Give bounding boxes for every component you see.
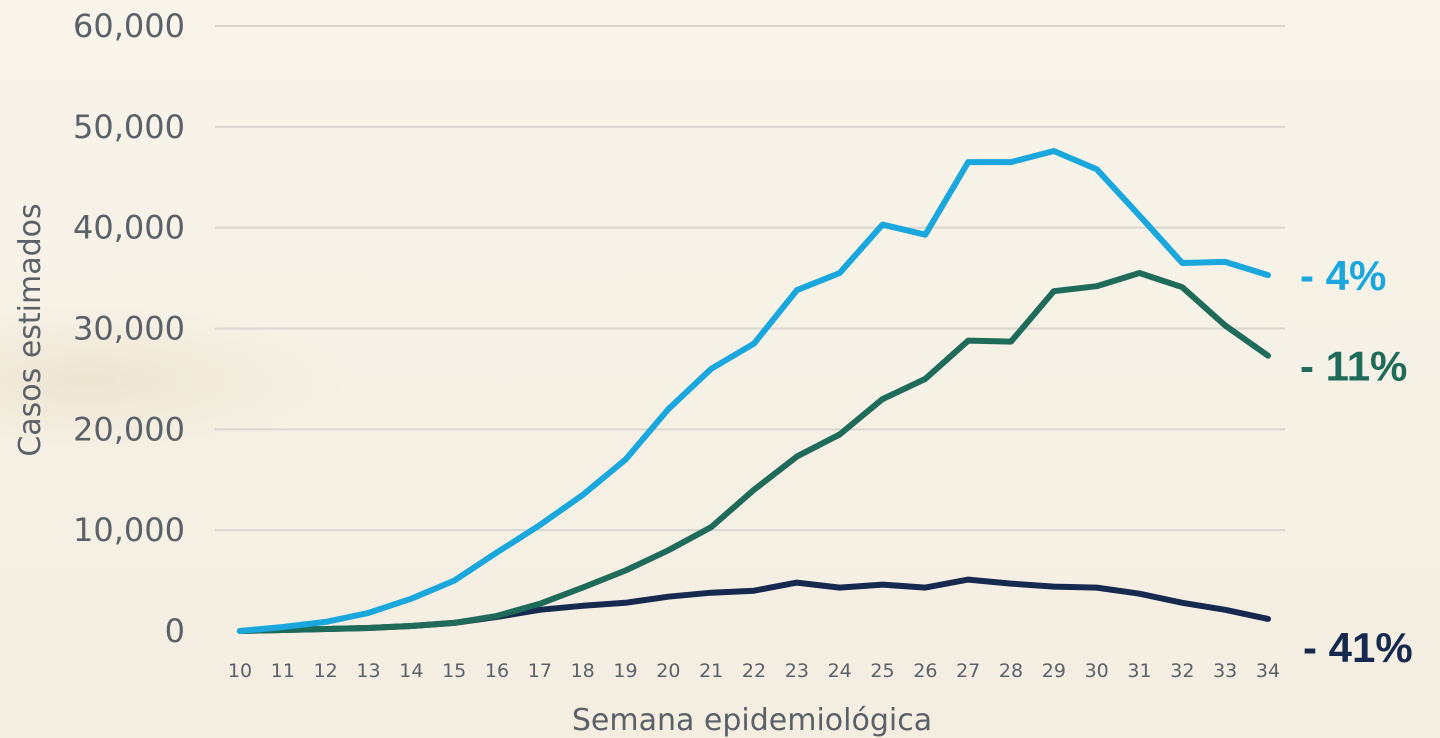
y-axis-ticks: 0 10,000 20,000 30,000 40,000 50,000 60,000 [73, 7, 185, 650]
x-tick-label: 24 [828, 660, 852, 682]
x-tick-label: 30 [1085, 660, 1109, 682]
x-tick-label: 18 [571, 660, 595, 682]
series-end-label-3: - 41% [1303, 624, 1413, 671]
x-tick-label: 22 [742, 660, 766, 682]
series-end-label-1: - 4% [1300, 252, 1386, 299]
x-tick-label: 21 [699, 660, 723, 682]
x-tick-label: 33 [1213, 660, 1237, 682]
series-end-label-2: - 11% [1300, 343, 1407, 390]
y-tick-label: 0 [165, 612, 185, 650]
x-tick-label: 10 [228, 660, 252, 682]
x-tick-label: 11 [271, 660, 295, 682]
x-tick-label: 29 [1042, 660, 1066, 682]
y-tick-label: 60,000 [73, 7, 185, 45]
y-tick-label: 50,000 [73, 108, 185, 146]
x-tick-label: 16 [485, 660, 509, 682]
series-line-2 [237, 270, 1271, 634]
x-tick-label: 15 [442, 660, 466, 682]
x-tick-label: 32 [1170, 660, 1194, 682]
x-axis-ticks: 10 11 12 13 14 15 16 17 18 19 20 21 22 23 24 25 26 27 28 29… [228, 660, 1280, 682]
x-tick-label: 13 [356, 660, 380, 682]
x-tick-label: 28 [999, 660, 1023, 682]
x-tick-label: 27 [956, 660, 980, 682]
x-tick-label: 20 [656, 660, 680, 682]
x-tick-label: 12 [314, 660, 338, 682]
y-tick-label: 40,000 [73, 209, 185, 247]
x-tick-label: 19 [613, 660, 637, 682]
series-layer [237, 148, 1271, 634]
x-tick-label: 17 [528, 660, 552, 682]
x-tick-label: 14 [399, 660, 423, 682]
y-tick-label: 30,000 [73, 310, 185, 348]
end-labels: - 4% - 11% - 41% [1300, 252, 1413, 671]
y-tick-label: 10,000 [73, 511, 185, 549]
x-tick-label: 26 [913, 660, 937, 682]
x-axis-title: Semana epidemiológica [572, 703, 932, 738]
x-tick-label: 31 [1127, 660, 1151, 682]
y-axis-title: Casos estimados [13, 203, 48, 456]
x-tick-label: 34 [1256, 660, 1280, 682]
y-tick-label: 20,000 [73, 410, 185, 448]
x-tick-label: 25 [870, 660, 894, 682]
x-tick-label: 23 [785, 660, 809, 682]
grid-layer [215, 25, 1285, 532]
series-line-1 [237, 148, 1271, 634]
